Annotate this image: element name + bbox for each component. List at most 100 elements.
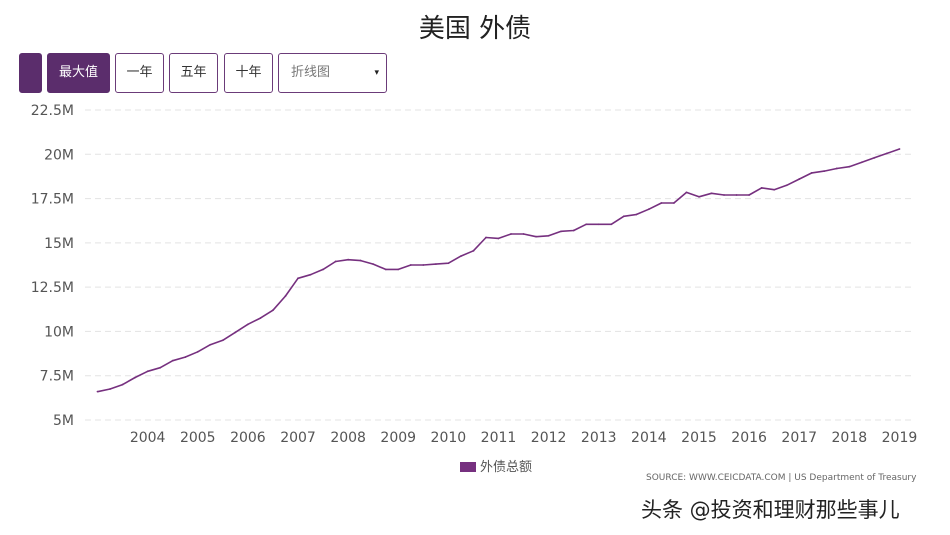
data-point <box>284 295 287 297</box>
data-point <box>673 202 675 204</box>
data-point <box>510 233 512 235</box>
x-tick-label: 2013 <box>581 430 617 446</box>
chart-type-select[interactable]: 折线图 ▾ <box>278 53 387 93</box>
data-point <box>835 167 838 170</box>
data-point <box>297 277 299 280</box>
data-point <box>472 249 475 252</box>
data-point <box>384 268 387 271</box>
source-note: SOURCE: WWW.CEICDATA.COM | US Department… <box>646 473 917 483</box>
data-point <box>535 235 537 238</box>
data-point <box>409 264 412 266</box>
data-point <box>334 260 337 263</box>
y-tick-label: 5M <box>53 413 74 429</box>
series-line[interactable] <box>97 148 900 393</box>
y-tick-label: 20M <box>44 147 74 163</box>
chevron-down-icon: ▾ <box>374 68 379 78</box>
data-point <box>773 188 776 191</box>
grid-lines <box>85 109 912 421</box>
x-tick-label: 2007 <box>280 430 316 446</box>
x-tick-label: 2017 <box>781 430 817 446</box>
data-point <box>121 383 124 386</box>
data-point <box>221 339 224 342</box>
data-point <box>359 259 362 262</box>
data-point <box>485 236 487 239</box>
data-point <box>873 156 876 159</box>
data-point <box>109 388 111 390</box>
series-layer <box>96 148 901 393</box>
y-tick-label: 17.5M <box>31 192 74 208</box>
x-tick-label: 2008 <box>330 430 366 446</box>
chart-type-value: 折线图 <box>291 65 331 80</box>
x-tick-label: 2004 <box>130 430 166 446</box>
x-tick-label: 2014 <box>631 430 667 446</box>
data-point <box>497 237 500 240</box>
data-point <box>522 233 525 235</box>
x-tick-label: 2009 <box>380 430 416 446</box>
range-button-blank[interactable] <box>19 53 42 93</box>
data-point <box>397 268 400 271</box>
data-point <box>146 370 149 373</box>
data-point <box>372 263 375 266</box>
data-point <box>622 215 625 218</box>
data-point <box>547 234 550 237</box>
legend[interactable]: 外债总额 <box>460 459 532 477</box>
legend-label: 外债总额 <box>480 460 533 475</box>
data-point <box>259 317 262 320</box>
data-point <box>660 202 663 204</box>
data-point <box>748 194 751 196</box>
data-point <box>723 194 725 196</box>
data-point <box>823 170 826 173</box>
x-tick-label: 2006 <box>230 430 266 446</box>
data-point <box>610 223 613 226</box>
y-tick-label: 10M <box>44 324 74 340</box>
chart-title: 美国 外债 <box>418 14 532 44</box>
y-tick-label: 15M <box>44 236 74 252</box>
x-tick-label: 2005 <box>180 430 216 446</box>
data-point <box>810 171 813 174</box>
y-tick-label: 12.5M <box>31 280 74 296</box>
data-point <box>647 208 650 211</box>
data-point <box>785 184 788 187</box>
x-tick-label: 2015 <box>681 430 717 446</box>
data-point <box>196 350 199 353</box>
data-point <box>735 194 738 196</box>
range-button-1y[interactable]: 一年 <box>115 53 164 93</box>
data-point <box>560 230 563 233</box>
data-point <box>860 161 863 164</box>
data-point <box>96 390 99 393</box>
data-point <box>585 223 588 226</box>
legend-swatch <box>460 461 476 472</box>
range-button-max[interactable]: 最大值 <box>47 53 110 93</box>
data-point <box>347 258 350 261</box>
y-tick-label: 7.5M <box>40 369 74 385</box>
data-point <box>134 376 137 379</box>
data-point <box>234 331 237 334</box>
data-point <box>698 195 700 198</box>
y-tick-label: 22.5M <box>31 103 74 119</box>
x-tick-label: 2010 <box>431 430 467 446</box>
data-point <box>898 148 901 150</box>
data-point <box>572 229 575 232</box>
x-tick-label: 2016 <box>731 430 767 446</box>
data-point <box>848 165 851 168</box>
x-tick-label: 2011 <box>481 430 517 446</box>
data-point <box>272 309 274 312</box>
data-point <box>635 213 638 216</box>
range-button-10y[interactable]: 十年 <box>224 53 273 93</box>
data-point <box>171 359 174 362</box>
data-point <box>184 356 187 359</box>
y-axis-ticks: 5M 7.5M 10M 12.5M 15M 17.5M 20M 22.5M <box>31 103 74 429</box>
range-button-5y[interactable]: 五年 <box>169 53 218 93</box>
x-tick-label: 2019 <box>882 430 918 446</box>
data-point <box>246 323 249 326</box>
data-point <box>447 262 450 265</box>
x-tick-label: 2012 <box>531 430 567 446</box>
watermark: 头条 @投资和理财那些事儿 <box>641 498 900 522</box>
data-point <box>322 268 324 271</box>
data-point <box>886 152 888 155</box>
x-tick-label: 2018 <box>832 430 868 446</box>
data-point <box>159 366 162 369</box>
data-point <box>685 191 688 194</box>
data-point <box>422 264 425 266</box>
